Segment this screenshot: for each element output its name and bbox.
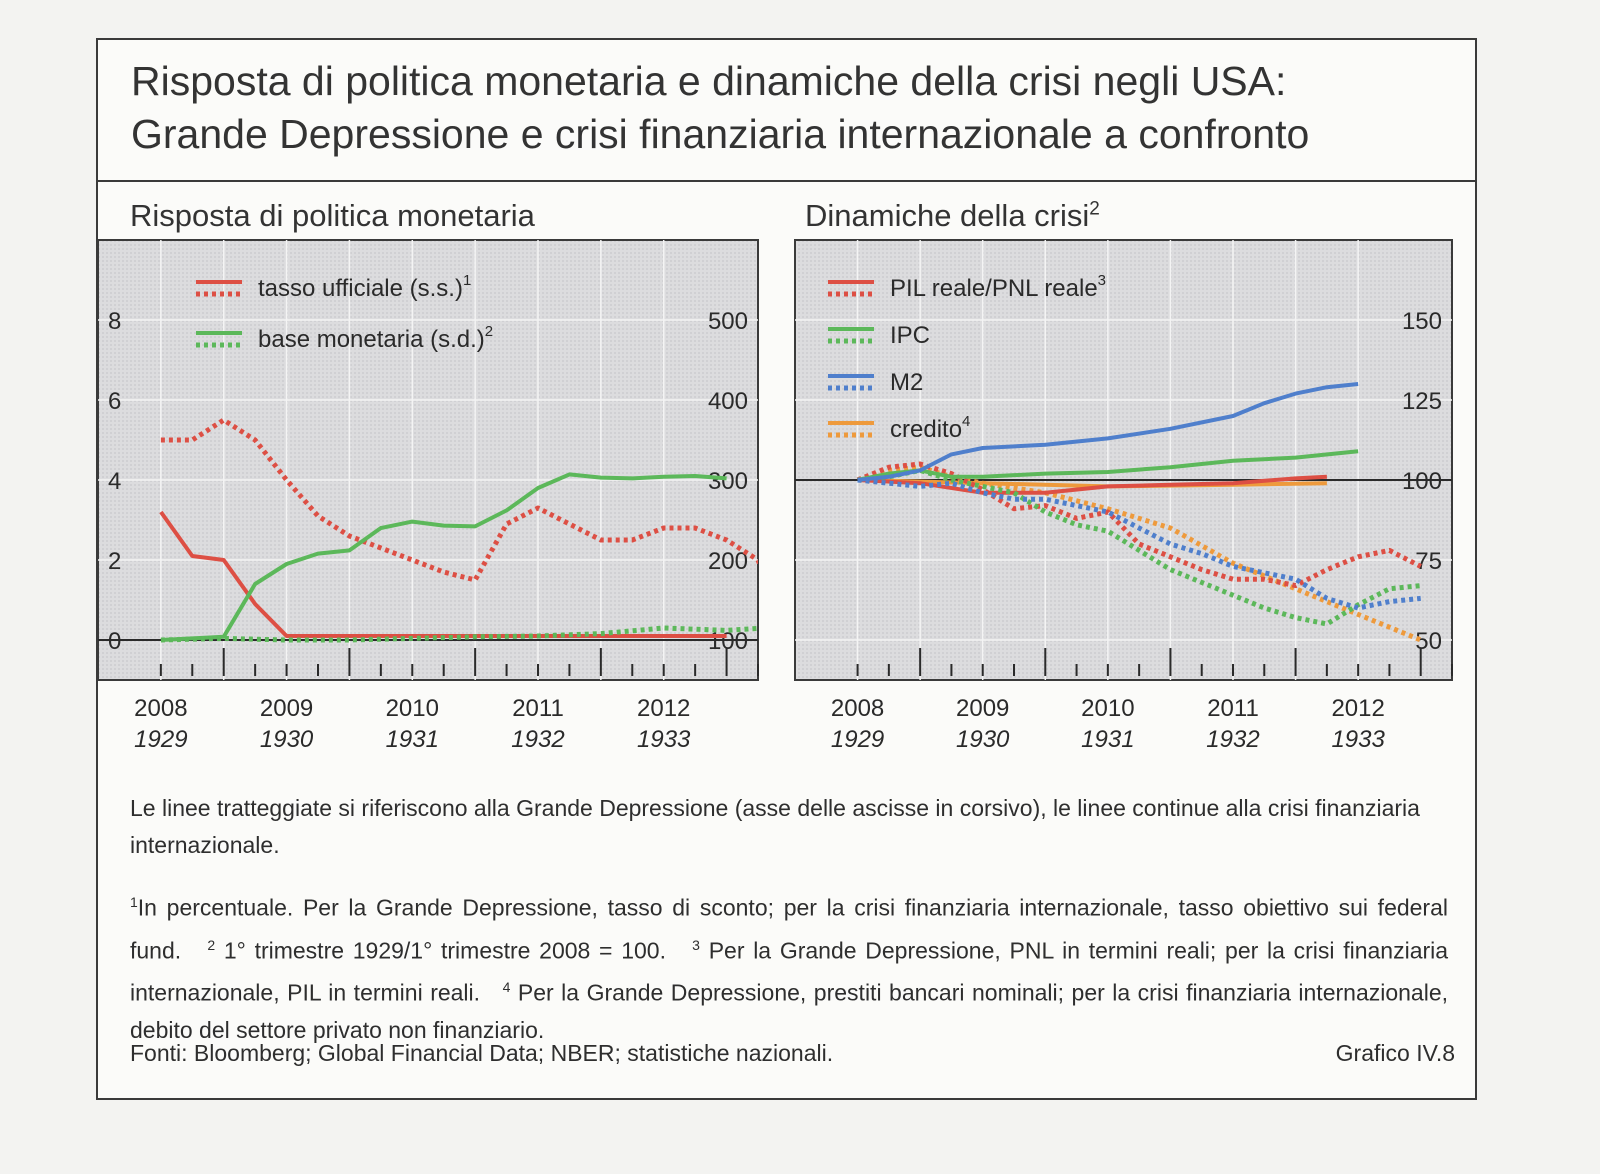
x-tick-label: 2008 [134, 695, 187, 722]
legend-label-footnote-mark: 2 [485, 323, 493, 340]
y-left-tick-label: 2 [108, 548, 121, 575]
right-panel-title-text: Dinamiche della crisi [805, 198, 1090, 233]
crisis-dynamics-chart: 2008 1929 2009 1930 2010 1931 2011 1932 2012 1933… [794, 239, 1453, 753]
dashed-lines-note: Le linee tratteggiate si riferiscono all… [130, 795, 1420, 858]
series-group [856, 382, 1422, 643]
x-tick-label: 2012 [637, 695, 690, 722]
x-tick-label-alt: 1933 [1331, 726, 1385, 753]
x-tick-label: 2011 [1207, 695, 1259, 722]
legend-label: tasso ufficiale (s.s.)1 [258, 272, 471, 302]
series-line-m2-dotted [857, 477, 1421, 611]
legend-label: base monetaria (s.d.)2 [258, 323, 493, 353]
x-tick-label-alt: 1929 [831, 726, 884, 753]
footnote-3: Per la Grande Depressione, PNL in termin… [130, 937, 1449, 1006]
y-left-tick-label: 8 [108, 308, 121, 335]
series-line-m2-solid [857, 382, 1359, 482]
y-right-tick-label: 300 [708, 468, 748, 495]
footnote-4-mark: 4 [502, 979, 511, 996]
footnote-2-mark: 2 [207, 936, 216, 953]
legend-label: M2 [890, 369, 923, 396]
footnote-3-mark: 3 [692, 936, 700, 953]
left-panel-title: Risposta di politica monetaria [130, 198, 535, 233]
figure-frame: Risposta di politica monetaria e dinamic… [96, 38, 1477, 1100]
sources-line: Fonti: Bloomberg; Global Financial Data;… [130, 1040, 834, 1066]
legend-label-footnote-mark: 4 [962, 413, 970, 430]
x-tick-label: 2011 [512, 695, 564, 722]
series-line-pil-reale-pnl-reale-dotted [856, 461, 1422, 589]
legend-label-footnote-mark: 1 [463, 272, 471, 289]
monetary-policy-chart: 2008192920091930201019312011193220121933… [97, 239, 759, 753]
y-right-tick-label: 200 [708, 548, 748, 575]
y-right-tick-label: 75 [1415, 548, 1442, 575]
series-line-ipc-dotted [857, 467, 1421, 627]
y-left-tick-label: 0 [108, 628, 121, 655]
y-right-tick-label: 50 [1415, 628, 1442, 655]
y-left-tick-label: 4 [108, 468, 121, 495]
series-line-tasso-ufficiale-s-s-dotted [160, 417, 758, 583]
y-right-tick-label: 100 [1402, 468, 1442, 495]
x-tick-label-alt: 1931 [1081, 726, 1134, 753]
series-line-tasso-ufficiale-s-s-solid [159, 510, 727, 638]
x-tick-label: 2010 [1081, 695, 1134, 722]
y-right-tick-label: 150 [1402, 308, 1442, 335]
title-band: Risposta di politica monetaria e dinamic… [98, 40, 1475, 182]
legend-label: PIL reale/PNL reale3 [890, 272, 1106, 302]
x-tick-label: 2008 [831, 695, 884, 722]
series-line-base-monetaria-s-d-dotted [160, 625, 758, 643]
footnote-1-mark: 1 [130, 894, 138, 910]
x-tick-label: 2010 [386, 695, 439, 722]
series-line-base-monetaria-s-d-solid [160, 472, 727, 642]
y-left-tick-label: 6 [108, 388, 121, 415]
legend-label-footnote-mark: 3 [1098, 272, 1106, 289]
series-line-credito-dotted [856, 464, 1422, 643]
legend-label: credito4 [890, 413, 970, 443]
x-tick-label-alt: 1932 [511, 726, 564, 753]
legend-label: IPC [890, 322, 930, 349]
figure-title-line-2: Grande Depressione e crisi finanziaria i… [131, 111, 1310, 157]
y-right-tick-label: 100 [708, 628, 748, 655]
figure-title-line-1: Risposta di politica monetaria e dinamic… [131, 58, 1287, 104]
graphic-number: Grafico IV.8 [1335, 1040, 1455, 1066]
y-right-tick-label: 500 [708, 308, 748, 335]
footnotes: 1In percentuale. Per la Grande Depressio… [130, 884, 1448, 1049]
x-tick-label-alt: 1930 [956, 726, 1010, 753]
y-right-tick-label: 125 [1402, 388, 1442, 415]
plot-area [794, 239, 1453, 681]
y-right-tick-label: 400 [708, 388, 748, 415]
x-tick-label-alt: 1930 [260, 726, 314, 753]
footnote-4: Per la Grande Depressione, prestiti banc… [130, 979, 1449, 1043]
x-tick-label: 2009 [260, 695, 313, 722]
x-tick-label-alt: 1931 [386, 726, 439, 753]
right-panel-title: Dinamiche della crisi2 [805, 198, 1100, 234]
x-tick-label: 2009 [956, 695, 1009, 722]
footnote-2: 1° trimestre 1929/1° trimestre 2008 = 10… [223, 937, 666, 964]
right-panel-title-footnote-mark: 2 [1089, 198, 1100, 220]
footnote-1: In percentuale. Per la Grande Depression… [130, 894, 1448, 964]
x-tick-label-alt: 1933 [637, 726, 691, 753]
series-group [159, 417, 758, 643]
x-tick-label: 2012 [1331, 695, 1384, 722]
plot-area [97, 239, 759, 681]
x-tick-label-alt: 1932 [1206, 726, 1259, 753]
x-tick-label-alt: 1929 [134, 726, 187, 753]
